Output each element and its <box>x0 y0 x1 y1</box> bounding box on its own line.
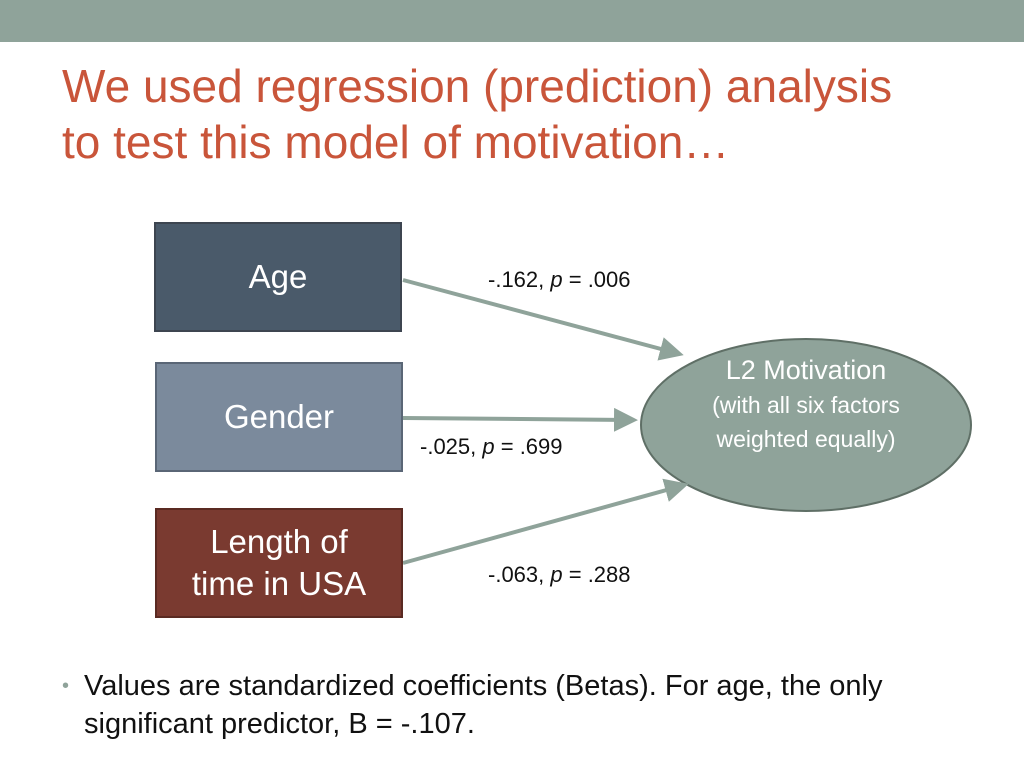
arrow <box>402 407 638 432</box>
predictor-label: Gender <box>223 398 335 435</box>
edge-label: -.162, p = .006 <box>488 267 631 293</box>
bullet: Values are standardized coefficients (Be… <box>62 667 962 743</box>
outcome-text: L2 Motivation (with all six factors weig… <box>660 352 952 456</box>
predictor-box: Gender <box>155 362 403 472</box>
title-line: to test this model of motivation… <box>62 116 730 168</box>
p-value: = .006 <box>562 267 631 292</box>
edge-label: -.063, p = .288 <box>488 562 631 588</box>
outcome-ellipse <box>640 338 972 512</box>
outcome-label: L2 Motivation <box>725 355 887 385</box>
p-value: = .699 <box>494 434 563 459</box>
slide-title: We used regression (prediction) analysis… <box>62 58 1012 170</box>
p-value: = .288 <box>562 562 631 587</box>
top-bar <box>0 0 1024 42</box>
arrow <box>402 278 684 361</box>
arrow <box>402 478 689 565</box>
p-symbol: p <box>482 434 495 459</box>
bullet-list: Values are standardized coefficients (Be… <box>62 667 962 743</box>
p-symbol: p <box>550 267 563 292</box>
coef: -.162, <box>488 267 551 292</box>
title-line: We used regression (prediction) analysis <box>62 60 893 112</box>
coef: -.063, <box>488 562 551 587</box>
outcome-note: (with all six factors weighted equally) <box>712 392 900 452</box>
predictor-box: Length of time in USA <box>155 508 403 618</box>
predictor-box: Age <box>154 222 402 332</box>
p-symbol: p <box>550 562 563 587</box>
predictor-label: Age <box>248 258 308 295</box>
predictor-label: Length of time in USA <box>191 523 367 602</box>
edge-label: -.025, p = .699 <box>420 434 563 460</box>
coef: -.025, <box>420 434 483 459</box>
